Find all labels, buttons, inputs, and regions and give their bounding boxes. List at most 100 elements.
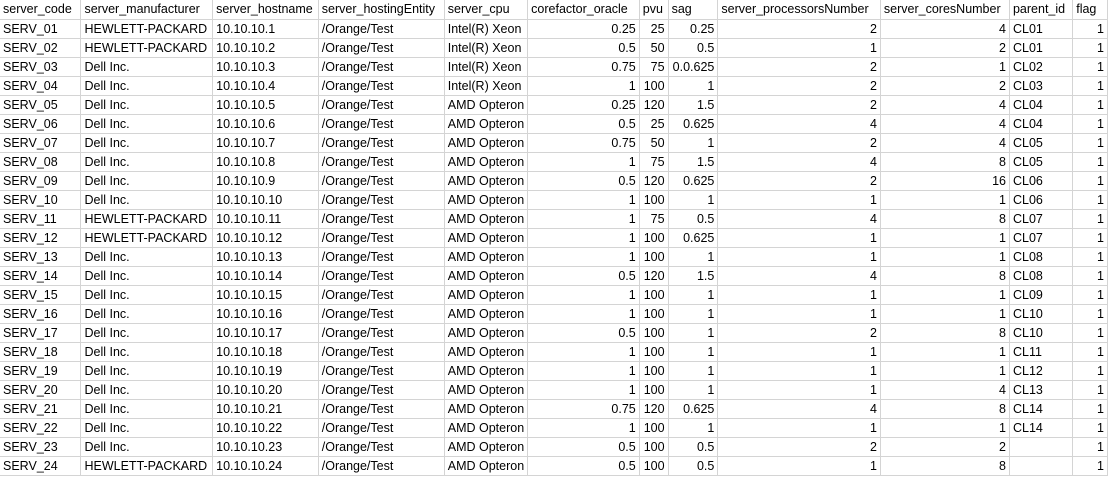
table-cell[interactable]: 10.10.10.3 (212, 57, 319, 77)
table-cell[interactable]: 8 (880, 209, 1010, 229)
table-cell[interactable]: AMD Opteron (444, 285, 529, 305)
table-cell[interactable]: 1 (1072, 323, 1108, 343)
table-cell[interactable]: 1 (527, 152, 640, 172)
table-cell[interactable]: SERV_01 (0, 19, 82, 39)
table-cell[interactable]: 10.10.10.22 (212, 418, 319, 438)
table-cell[interactable]: 100 (639, 323, 669, 343)
table-cell[interactable]: 2 (880, 76, 1010, 96)
table-cell[interactable]: /Orange/Test (318, 418, 445, 438)
table-cell[interactable]: SERV_08 (0, 152, 82, 172)
table-cell[interactable]: 0.5 (668, 209, 719, 229)
table-cell[interactable]: 1 (668, 342, 719, 362)
table-cell[interactable]: 100 (639, 437, 669, 457)
column-header[interactable]: pvu (639, 0, 669, 20)
table-cell[interactable]: SERV_03 (0, 57, 82, 77)
table-cell[interactable]: 1 (668, 380, 719, 400)
table-cell[interactable]: 1 (1072, 95, 1108, 115)
table-cell[interactable]: 10.10.10.17 (212, 323, 319, 343)
table-cell[interactable]: AMD Opteron (444, 323, 529, 343)
table-cell[interactable]: 10.10.10.16 (212, 304, 319, 324)
table-cell[interactable]: 0.5 (527, 456, 640, 476)
table-cell[interactable]: 1 (880, 190, 1010, 210)
table-cell[interactable]: 1 (1072, 57, 1108, 77)
table-cell[interactable]: 1 (717, 228, 881, 248)
table-cell[interactable]: Dell Inc. (80, 152, 214, 172)
table-cell[interactable] (1009, 456, 1074, 476)
table-cell[interactable]: 1 (1072, 76, 1108, 96)
table-cell[interactable]: 1 (668, 304, 719, 324)
table-cell[interactable]: SERV_20 (0, 380, 82, 400)
table-cell[interactable]: SERV_06 (0, 114, 82, 134)
table-cell[interactable]: 1 (880, 57, 1010, 77)
table-cell[interactable]: 4 (880, 95, 1010, 115)
table-cell[interactable]: 1 (717, 304, 881, 324)
table-cell[interactable]: 4 (880, 114, 1010, 134)
table-cell[interactable]: 10.10.10.10 (212, 190, 319, 210)
table-cell[interactable]: Dell Inc. (80, 266, 214, 286)
table-cell[interactable]: 10.10.10.5 (212, 95, 319, 115)
table-cell[interactable]: Dell Inc. (80, 76, 214, 96)
table-cell[interactable]: 1 (1072, 133, 1108, 153)
table-cell[interactable]: 10.10.10.14 (212, 266, 319, 286)
table-cell[interactable]: 100 (639, 285, 669, 305)
table-cell[interactable]: SERV_10 (0, 190, 82, 210)
column-header[interactable]: sag (668, 0, 719, 20)
table-cell[interactable]: Dell Inc. (80, 57, 214, 77)
table-cell[interactable]: CL14 (1009, 399, 1074, 419)
table-cell[interactable]: 10.10.10.23 (212, 437, 319, 457)
table-cell[interactable]: 1 (880, 361, 1010, 381)
table-cell[interactable]: SERV_22 (0, 418, 82, 438)
table-cell[interactable]: 2 (717, 437, 881, 457)
table-cell[interactable]: 50 (639, 38, 669, 58)
table-cell[interactable]: 2 (717, 95, 881, 115)
table-cell[interactable]: 1 (527, 418, 640, 438)
table-cell[interactable]: 1 (880, 418, 1010, 438)
table-cell[interactable]: 1 (527, 76, 640, 96)
table-cell[interactable]: 0.625 (668, 114, 719, 134)
table-cell[interactable]: 1 (527, 342, 640, 362)
table-cell[interactable]: 100 (639, 456, 669, 476)
table-cell[interactable]: 1 (1072, 38, 1108, 58)
table-cell[interactable]: 0.5 (527, 38, 640, 58)
table-cell[interactable]: 10.10.10.15 (212, 285, 319, 305)
table-cell[interactable]: SERV_07 (0, 133, 82, 153)
table-cell[interactable]: /Orange/Test (318, 323, 445, 343)
table-cell[interactable]: Intel(R) Xeon (444, 19, 529, 39)
table-cell[interactable]: 1 (1072, 437, 1108, 457)
table-cell[interactable]: 10.10.10.18 (212, 342, 319, 362)
column-header[interactable]: parent_id (1009, 0, 1074, 20)
table-cell[interactable]: Dell Inc. (80, 380, 214, 400)
table-cell[interactable]: Dell Inc. (80, 171, 214, 191)
table-cell[interactable]: CL07 (1009, 209, 1074, 229)
table-cell[interactable]: /Orange/Test (318, 361, 445, 381)
table-cell[interactable]: 100 (639, 361, 669, 381)
table-cell[interactable]: 1 (1072, 418, 1108, 438)
table-cell[interactable]: 1 (717, 285, 881, 305)
table-cell[interactable]: 1 (1072, 209, 1108, 229)
table-cell[interactable]: /Orange/Test (318, 247, 445, 267)
table-cell[interactable]: 120 (639, 171, 669, 191)
table-cell[interactable]: /Orange/Test (318, 152, 445, 172)
table-cell[interactable]: /Orange/Test (318, 456, 445, 476)
table-cell[interactable]: 0.5 (527, 323, 640, 343)
table-cell[interactable]: 75 (639, 57, 669, 77)
column-header[interactable]: corefactor_oracle (527, 0, 640, 20)
table-cell[interactable]: 10.10.10.19 (212, 361, 319, 381)
table-cell[interactable]: 1 (880, 228, 1010, 248)
table-cell[interactable]: 1 (717, 38, 881, 58)
table-cell[interactable]: AMD Opteron (444, 380, 529, 400)
table-cell[interactable]: 1 (1072, 114, 1108, 134)
table-cell[interactable]: HEWLETT-PACKARD (80, 456, 214, 476)
table-cell[interactable]: SERV_04 (0, 76, 82, 96)
table-cell[interactable]: 1 (717, 342, 881, 362)
table-cell[interactable]: 1 (1072, 171, 1108, 191)
table-cell[interactable]: SERV_21 (0, 399, 82, 419)
table-cell[interactable]: CL05 (1009, 133, 1074, 153)
table-cell[interactable]: CL03 (1009, 76, 1074, 96)
table-cell[interactable]: CL11 (1009, 342, 1074, 362)
table-cell[interactable]: Intel(R) Xeon (444, 38, 529, 58)
table-cell[interactable]: /Orange/Test (318, 380, 445, 400)
table-cell[interactable]: Intel(R) Xeon (444, 57, 529, 77)
table-cell[interactable]: /Orange/Test (318, 171, 445, 191)
table-cell[interactable]: 2 (717, 57, 881, 77)
